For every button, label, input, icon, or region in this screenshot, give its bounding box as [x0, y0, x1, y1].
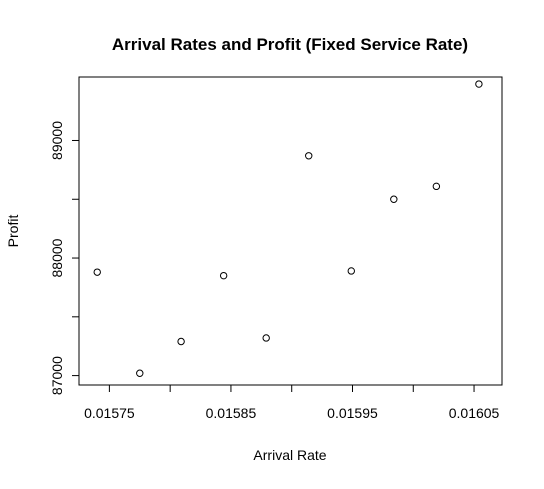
x-axis-label: Arrival Rate: [253, 447, 326, 463]
data-point: [475, 80, 483, 88]
data-point: [93, 268, 101, 276]
data-point: [262, 334, 270, 342]
data-point: [432, 182, 441, 191]
chart-title: Arrival Rates and Profit (Fixed Service …: [112, 35, 468, 54]
y-axis: 87000 88000 89000: [49, 121, 80, 395]
data-points: [93, 80, 483, 377]
y-tick-label: 88000: [49, 238, 65, 277]
y-tick-label: 87000: [49, 356, 65, 395]
plot-frame: [78, 76, 503, 386]
data-point: [347, 267, 355, 275]
data-point: [177, 337, 185, 346]
y-tick-label: 89000: [49, 121, 65, 160]
x-tick-label: 0.01575: [84, 405, 135, 421]
data-point: [305, 152, 313, 160]
data-point: [390, 195, 398, 203]
x-tick-label: 0.01595: [327, 405, 378, 421]
x-tick-label: 0.01585: [206, 405, 257, 421]
data-point: [219, 271, 228, 280]
x-tick-label: 0.01605: [449, 405, 500, 421]
data-point: [136, 369, 144, 377]
y-axis-label: Profit: [5, 215, 21, 248]
x-axis: 0.01575 0.01585 0.01595 0.01605: [84, 384, 500, 421]
